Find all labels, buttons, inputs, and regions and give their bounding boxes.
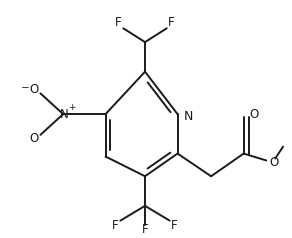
Text: F: F bbox=[142, 223, 148, 236]
Text: O: O bbox=[29, 83, 38, 96]
Text: N: N bbox=[60, 108, 69, 121]
Text: +: + bbox=[68, 103, 76, 112]
Text: F: F bbox=[171, 219, 178, 232]
Text: O: O bbox=[269, 156, 279, 169]
Text: −: − bbox=[21, 84, 30, 94]
Text: O: O bbox=[250, 108, 259, 121]
Text: O: O bbox=[29, 132, 38, 145]
Text: F: F bbox=[115, 16, 122, 29]
Text: F: F bbox=[168, 16, 175, 29]
Text: N: N bbox=[183, 109, 193, 123]
Text: F: F bbox=[112, 219, 119, 232]
